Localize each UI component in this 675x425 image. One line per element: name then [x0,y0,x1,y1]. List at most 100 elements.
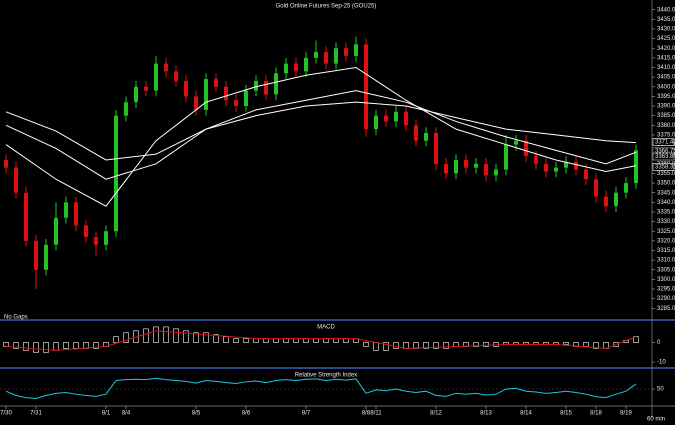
candle-body [414,125,418,141]
candle-body [94,237,98,245]
candle-body [34,240,38,270]
y-tick-label: 3355.00 [657,171,675,177]
histogram-bar [363,342,369,347]
price-label: 3363.80 [655,154,675,160]
candle-body [554,167,558,172]
interval-label: 60 min [647,417,665,423]
candle-body [44,244,48,270]
candle-body [154,63,158,91]
candle-body [194,96,198,110]
histogram-bar [193,332,199,343]
candle-body [504,144,508,170]
x-tick-label: 8/11 [370,411,382,417]
x-tick-label: 8/5 [192,411,201,417]
panel-title: Relative Strength Index [295,373,357,379]
candle-body [494,169,498,176]
histogram-bar [243,338,249,343]
y-tick-label: 3435.00 [657,17,675,23]
y-tick-label: 3320.00 [657,238,675,244]
price-label-box [652,152,675,161]
moving-average [5,330,637,351]
x-tick-label: 8/8 [362,411,371,417]
candle-body [324,52,328,64]
candle-body [114,115,118,232]
candle-body [574,161,578,170]
y-tick-label: 3295.00 [657,287,675,293]
candle-body [404,111,408,126]
histogram-bar [153,326,159,343]
y-tick-label: 50 [657,387,664,393]
candle-body [294,63,298,72]
candle-body [124,102,128,116]
candle-body [244,90,248,107]
y-tick-label: 3310.00 [657,258,675,264]
histogram-bar [233,338,239,343]
x-tick-label: 8/4 [122,411,131,417]
candle-body [314,52,318,58]
y-tick-label: 3415.00 [657,55,675,61]
histogram-bar [443,342,449,349]
candle-body [24,192,28,241]
candle-body [364,44,368,130]
x-tick-label: 8/7 [302,411,311,417]
y-tick-label: 3385.00 [657,113,675,119]
y-tick-label: 3390.00 [657,104,675,110]
histogram-bar [43,342,49,353]
candle-body [514,140,518,145]
candle-body [144,86,148,91]
price-label: 3358.35 [655,165,675,171]
candle-body [254,80,258,91]
y-tick-label: 3345.00 [657,190,675,196]
y-tick-label: 3405.00 [657,75,675,81]
candle-body [274,73,278,95]
price-label-box [652,163,675,171]
histogram-bar [593,342,599,349]
y-tick-label: 3400.00 [657,84,675,90]
y-tick-label: 3300.00 [657,277,675,283]
histogram-bar [3,342,9,347]
x-tick-label: 8/6 [242,411,251,417]
candle-body [344,48,348,56]
candle-body [584,169,588,180]
histogram-bar [13,342,19,349]
y-tick-label: -10 [657,360,666,366]
candle-body [304,57,308,72]
candle-body [74,202,78,226]
histogram-bar [383,342,389,351]
y-tick-label: 3410.00 [657,65,675,71]
candle-body [594,179,598,197]
candle-body [234,100,238,107]
candle-body [534,156,538,164]
candle-body [614,192,618,207]
moving-average [5,101,637,161]
histogram-bar [423,342,429,349]
histogram-bar [63,342,69,349]
y-tick-label: 3290.00 [657,296,675,302]
candle-body [564,161,568,168]
candle-body [384,115,388,122]
histogram-bar [473,342,479,347]
histogram-bar [163,326,169,343]
y-tick-label: 3285.00 [657,306,675,312]
x-tick-label: 8/18 [590,411,602,417]
x-tick-label: 7/30 [0,411,12,417]
histogram-bar [143,328,149,343]
moving-average [5,90,637,180]
histogram-bar [183,330,189,343]
price-label: 3366.75 [655,148,675,154]
y-tick-label: 3315.00 [657,248,675,254]
y-tick-label: 3325.00 [657,229,675,235]
candle-body [4,159,8,168]
candle-body [64,202,68,218]
histogram-bar [23,342,29,351]
candle-body [164,63,168,72]
candle-body [104,231,108,245]
candle-body [264,80,268,95]
y-tick-label: 3430.00 [657,27,675,33]
histogram-bar [483,342,489,347]
y-tick-label: 3375.00 [657,132,675,138]
y-tick-label: 3330.00 [657,219,675,225]
y-tick-label: 3335.00 [657,210,675,216]
x-tick-label: 8/14 [520,411,532,417]
